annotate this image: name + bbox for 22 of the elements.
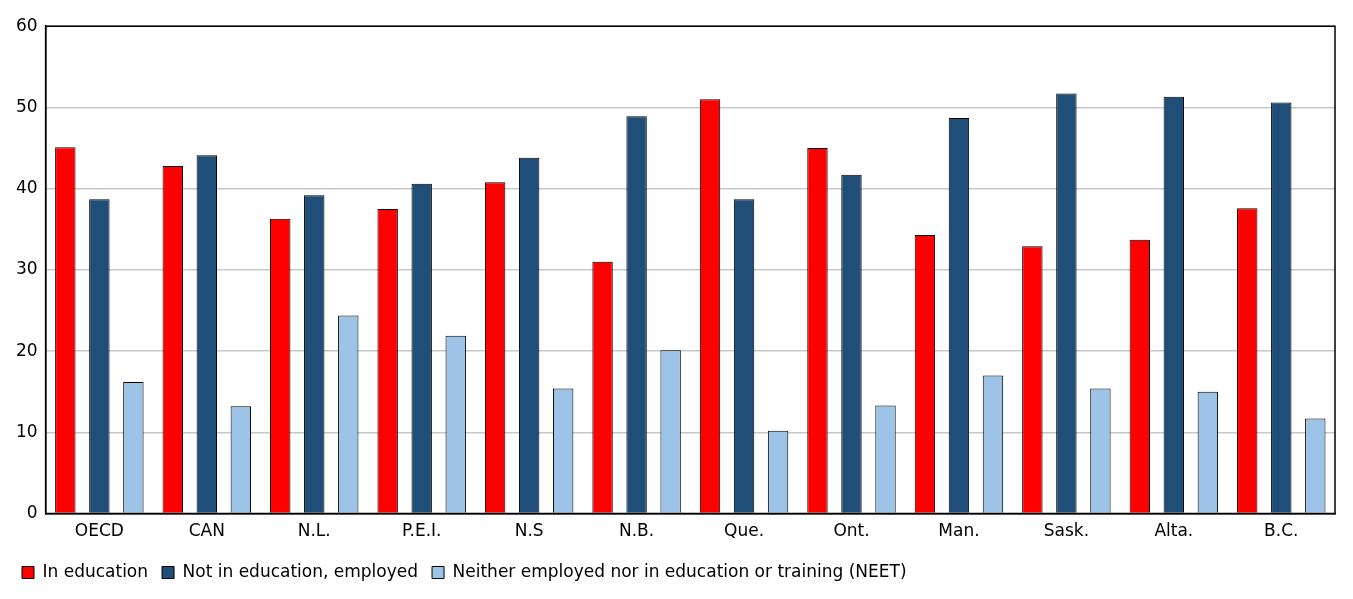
y-tick-label: 50 <box>15 95 38 116</box>
x-tick-label: Alta. <box>1154 520 1194 541</box>
x-tick-label: N.L. <box>297 520 331 541</box>
x-tick-label: Ont. <box>833 520 870 541</box>
x-tick-label: Sask. <box>1043 520 1090 541</box>
x-tick-label: B.C. <box>1264 520 1299 541</box>
y-tick-label: 40 <box>15 177 38 198</box>
y-tick-label: 30 <box>15 258 38 279</box>
x-tick-label: P.E.I. <box>401 520 442 541</box>
x-tick-label: Man. <box>938 520 980 541</box>
y-tick-label: 10 <box>15 420 38 441</box>
y-tick-label: 20 <box>15 339 38 360</box>
y-tick-label: 60 <box>15 14 38 35</box>
legend-label: In education <box>42 560 149 581</box>
x-tick-label: Que. <box>724 520 765 541</box>
x-tick-label: CAN <box>188 520 225 541</box>
legend-label: Not in education, employed <box>182 560 419 581</box>
x-tick-label: N.B. <box>619 520 655 541</box>
legend-label: Neither employed nor in education or training (NEET) <box>452 560 907 581</box>
y-tick-label: 0 <box>26 502 38 523</box>
x-tick-label: N.S <box>514 520 544 541</box>
x-tick-label: OECD <box>74 520 124 541</box>
